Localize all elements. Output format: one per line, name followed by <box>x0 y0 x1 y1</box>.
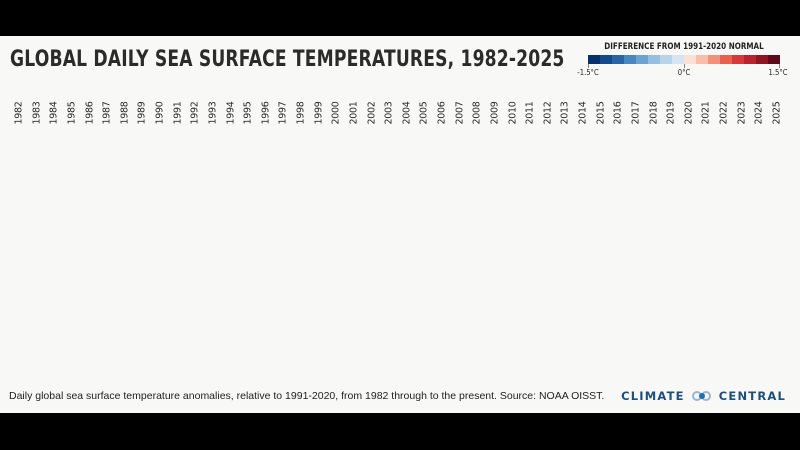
tick-min <box>588 64 589 68</box>
year-label: 1999 <box>313 101 325 125</box>
year-label: 2023 <box>736 101 748 125</box>
year-label: 1985 <box>66 101 78 125</box>
year-label: 2016 <box>612 101 624 125</box>
color-swatch <box>696 55 708 64</box>
color-swatch <box>732 55 744 64</box>
year-label: 2008 <box>471 101 483 125</box>
color-swatch <box>672 55 684 64</box>
year-label: 2020 <box>683 101 695 125</box>
year-label: 1982 <box>13 101 25 125</box>
year-label: 1984 <box>48 101 60 125</box>
year-label: 2024 <box>753 101 765 125</box>
color-swatch <box>684 55 696 64</box>
chart-caption: Daily global sea surface temperature ano… <box>9 390 605 402</box>
plot-area <box>10 128 790 378</box>
logo-text-right: CENTRAL <box>718 389 786 403</box>
year-label: 1994 <box>225 101 237 125</box>
year-label: 1997 <box>277 101 289 125</box>
legend-mid-label: 0°C <box>677 68 691 77</box>
chart-title: GLOBAL DAILY SEA SURFACE TEMPERATURES, 1… <box>10 47 565 72</box>
year-label: 2011 <box>524 101 536 125</box>
year-label: 2010 <box>507 101 519 125</box>
legend-title: DIFFERENCE FROM 1991-2020 NORMAL <box>604 42 764 52</box>
tick-max <box>779 64 780 68</box>
color-legend: DIFFERENCE FROM 1991-2020 NORMAL -1.5°C … <box>577 42 787 80</box>
color-scale-bar <box>588 55 780 64</box>
year-label: 2015 <box>595 101 607 125</box>
year-label: 1992 <box>189 101 201 125</box>
year-label: 1988 <box>119 101 131 125</box>
color-swatch <box>660 55 672 64</box>
year-label: 1986 <box>84 101 95 125</box>
color-swatch <box>600 55 612 64</box>
year-label: 2012 <box>542 101 554 125</box>
color-swatch <box>588 55 600 64</box>
year-label: 2006 <box>436 101 448 125</box>
legend-tick-labels: -1.5°C 0°C 1.5°C <box>577 68 787 80</box>
year-label: 2013 <box>559 101 571 125</box>
year-label: 2002 <box>366 101 378 125</box>
year-label: 2019 <box>665 101 677 125</box>
year-label: 2000 <box>330 101 342 125</box>
year-label: 1987 <box>101 101 113 125</box>
year-label: 2005 <box>418 101 430 125</box>
year-label: 2014 <box>577 101 589 125</box>
color-swatch <box>636 55 648 64</box>
color-swatch <box>648 55 660 64</box>
year-label: 1989 <box>136 101 148 125</box>
color-swatch <box>768 55 780 64</box>
legend-ticks <box>588 64 780 74</box>
color-swatch <box>744 55 756 64</box>
tick-mid <box>684 64 685 68</box>
color-swatch <box>624 55 636 64</box>
logo-text-left: CLIMATE <box>621 389 685 403</box>
color-swatch <box>708 55 720 64</box>
year-label: 2003 <box>383 101 395 125</box>
chart-frame: GLOBAL DAILY SEA SURFACE TEMPERATURES, 1… <box>0 36 800 413</box>
legend-max-label: 1.5°C <box>768 68 788 77</box>
color-swatch <box>612 55 624 64</box>
year-label: 2022 <box>718 101 730 125</box>
legend-min-label: -1.5°C <box>577 68 599 77</box>
year-label: 2007 <box>454 101 466 125</box>
year-label: 2004 <box>401 101 413 125</box>
color-swatch <box>720 55 732 64</box>
year-label: 1990 <box>154 101 166 125</box>
year-label: 1991 <box>172 101 184 125</box>
year-label: 1996 <box>260 101 272 125</box>
year-label: 1998 <box>295 101 307 125</box>
year-label: 2009 <box>489 101 501 125</box>
year-axis: 1982 1983 1984 1985 1986 1987 1988 1989 1990 1991… <box>0 98 800 128</box>
year-label: 2021 <box>700 101 712 125</box>
year-label: 2001 <box>348 101 360 125</box>
logo-rings-icon <box>690 390 714 402</box>
year-label: 1993 <box>207 101 219 125</box>
year-label: 2017 <box>630 101 642 125</box>
climate-central-logo: CLIMATE CENTRAL <box>621 389 786 403</box>
year-label: 1995 <box>242 101 254 125</box>
year-label: 1983 <box>31 101 43 125</box>
year-label: 2018 <box>648 101 660 125</box>
color-swatch <box>756 55 768 64</box>
year-label: 2025 <box>771 101 783 125</box>
